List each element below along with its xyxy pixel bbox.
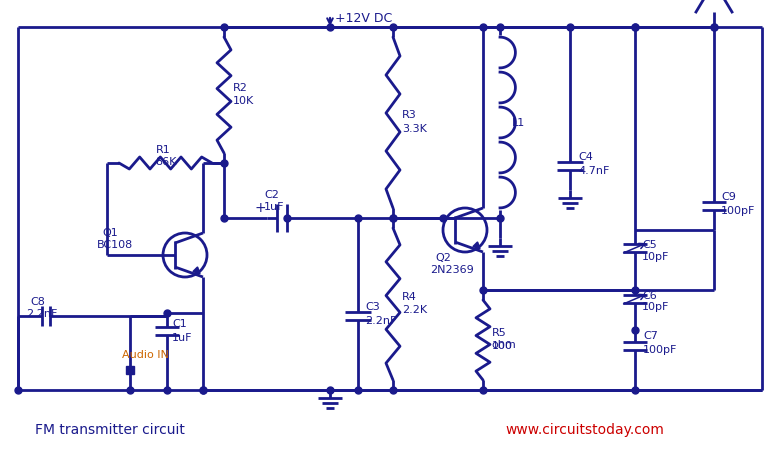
Text: L1: L1 xyxy=(512,117,526,128)
Text: 2.2nF: 2.2nF xyxy=(365,316,397,326)
Text: 100pF: 100pF xyxy=(643,345,677,355)
Text: 10pF: 10pF xyxy=(642,252,669,262)
Text: R2: R2 xyxy=(233,83,248,93)
Text: Q2: Q2 xyxy=(435,253,451,263)
Text: BC108: BC108 xyxy=(97,240,134,250)
Text: +12V DC: +12V DC xyxy=(335,12,392,24)
Text: 1uF: 1uF xyxy=(172,333,192,343)
Text: Audio IN: Audio IN xyxy=(122,350,169,360)
Text: 4.7nF: 4.7nF xyxy=(578,166,609,176)
Text: R4: R4 xyxy=(402,292,417,302)
Text: Q1: Q1 xyxy=(102,228,118,238)
Text: 100: 100 xyxy=(492,341,513,351)
Text: FM transmitter circuit: FM transmitter circuit xyxy=(35,423,185,437)
Text: 2.2K: 2.2K xyxy=(402,305,427,315)
Text: 1uF: 1uF xyxy=(264,202,284,212)
Text: C8: C8 xyxy=(30,297,45,307)
Text: 86K: 86K xyxy=(155,157,177,167)
Text: 10K: 10K xyxy=(233,96,255,106)
Text: 3.3K: 3.3K xyxy=(402,123,427,134)
Text: ohm: ohm xyxy=(491,340,515,350)
Text: R3: R3 xyxy=(402,110,417,121)
Text: C4: C4 xyxy=(578,152,593,162)
Text: C5: C5 xyxy=(642,240,657,250)
Text: 100pF: 100pF xyxy=(721,206,755,216)
Text: C9: C9 xyxy=(721,192,736,202)
Text: 2N2369: 2N2369 xyxy=(430,265,474,275)
Text: 10pF: 10pF xyxy=(642,302,669,312)
Text: www.circuitstoday.com: www.circuitstoday.com xyxy=(505,423,664,437)
Text: C6: C6 xyxy=(642,291,657,301)
Text: R5: R5 xyxy=(492,328,507,338)
Text: C1: C1 xyxy=(172,319,187,329)
Text: R1: R1 xyxy=(155,145,170,155)
Text: C7: C7 xyxy=(643,331,658,341)
Text: C2: C2 xyxy=(264,190,279,200)
Text: +: + xyxy=(255,201,266,215)
Text: C3: C3 xyxy=(365,302,380,312)
Text: 2.2nF: 2.2nF xyxy=(26,309,57,319)
